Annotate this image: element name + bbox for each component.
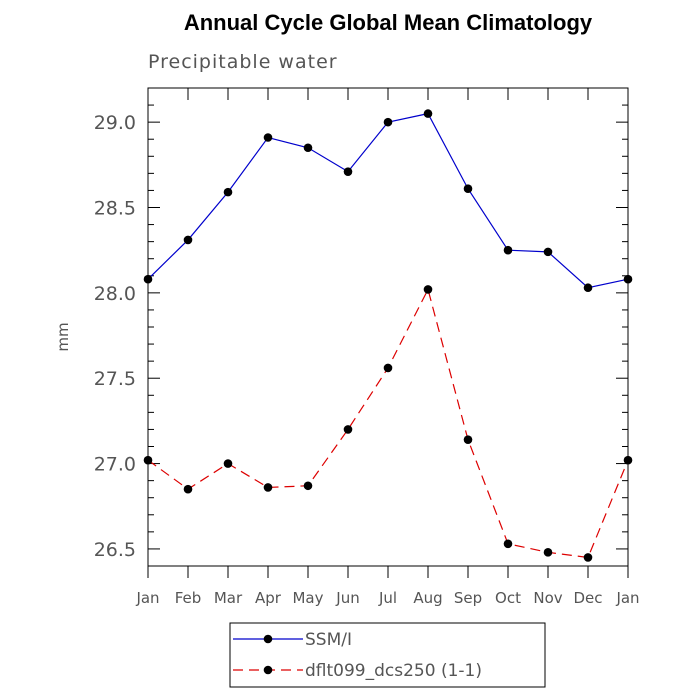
x-tick-label: May (292, 589, 323, 607)
series-2-point (543, 548, 553, 557)
series-2-point (423, 285, 433, 294)
series-1-point (263, 133, 273, 142)
legend-label-1: SSM/I (305, 630, 352, 650)
series-line-2 (147, 287, 629, 559)
series-2-point (143, 455, 153, 465)
x-tick-label: Aug (413, 589, 442, 607)
series-1-point (343, 167, 353, 176)
x-tick-label: Sep (454, 589, 482, 607)
series-2-point (303, 481, 313, 491)
series-layer (143, 109, 633, 562)
chart-subtitle: Precipitable water (148, 51, 338, 73)
series-1-point (503, 245, 513, 255)
series-2-point (223, 459, 233, 468)
series-2-point (463, 435, 473, 444)
legend-box (229, 622, 546, 688)
x-tick-label: Jul (378, 589, 397, 607)
series-1-point (223, 187, 233, 197)
chart-title: Annual Cycle Global Mean Climatology (184, 10, 593, 35)
x-tick-label: Nov (533, 589, 562, 607)
series-2-point (503, 539, 513, 549)
series-line-1 (147, 112, 629, 289)
x-tick-label: Feb (175, 589, 202, 607)
x-axis: Jan Feb Mar Apr May Jun Jul Aug Sep Oct Nov Dec Jan (135, 88, 640, 607)
x-tick-label: Dec (573, 589, 602, 607)
x-tick-label: Jun (335, 589, 359, 607)
x-tick-label: Jan (135, 589, 159, 607)
y-axis: 26.5 27.0 27.5 28.0 28.5 29.0 (94, 87, 628, 567)
legend-marker-2 (263, 665, 273, 675)
series-1-point (583, 283, 593, 293)
series-1-point (143, 274, 153, 284)
series-2-point (383, 363, 393, 373)
series-2-point (583, 553, 593, 562)
series-1-point (303, 143, 313, 153)
series-1-point (463, 184, 473, 194)
series-2-point (623, 455, 633, 465)
y-tick-label: 28.5 (94, 198, 136, 220)
x-tick-label: Jan (615, 589, 639, 607)
series-1-point (543, 247, 553, 257)
y-tick-label: 27.5 (94, 368, 136, 390)
y-axis-label: mm (54, 322, 72, 351)
y-tick-label: 28.0 (94, 283, 136, 305)
y-tick-label: 26.5 (94, 539, 136, 561)
y-tick-label: 29.0 (94, 112, 136, 134)
x-tick-label: Oct (495, 589, 521, 607)
series-2-point (183, 484, 193, 494)
x-tick-label: Mar (214, 589, 243, 607)
series-1-point (183, 235, 193, 245)
series-2-point (343, 425, 353, 434)
series-1-point (623, 274, 633, 284)
plot-frame (147, 87, 629, 567)
series-2-point (263, 483, 273, 492)
legend-marker-1 (263, 634, 273, 644)
y-tick-label: 27.0 (94, 454, 136, 476)
series-1-point (383, 117, 393, 127)
legend: SSM/I dflt099_dcs250 (1-1) (229, 622, 546, 688)
legend-label-2: dflt099_dcs250 (1-1) (305, 661, 482, 681)
x-tick-label: Apr (255, 589, 282, 607)
series-1-point (423, 109, 433, 118)
